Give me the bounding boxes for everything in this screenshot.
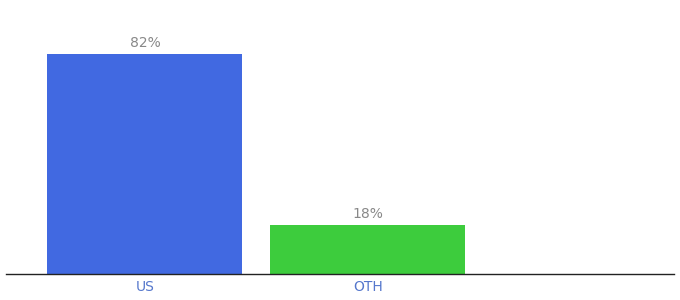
- Text: 82%: 82%: [129, 36, 160, 50]
- Text: 18%: 18%: [352, 207, 384, 221]
- Bar: [271, 225, 465, 274]
- Bar: [48, 54, 243, 274]
